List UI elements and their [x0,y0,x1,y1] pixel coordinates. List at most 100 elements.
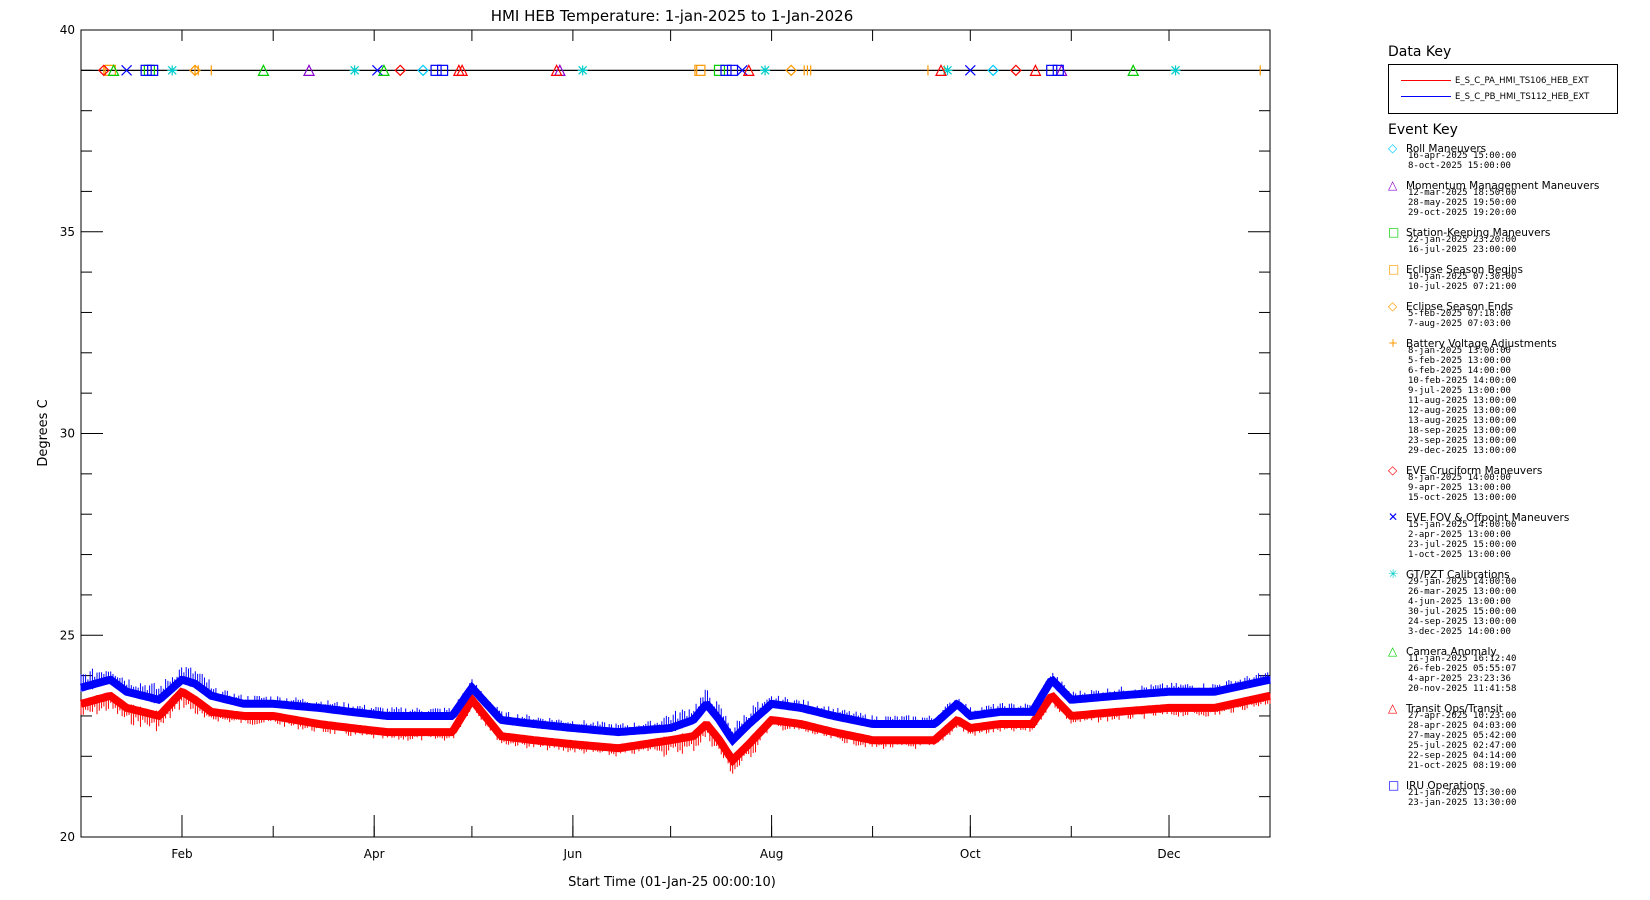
event-date: 20-nov-2025 11:41:58 [1408,684,1517,694]
event-key-label: IRU Operations [1406,780,1486,792]
event-marker-triangle [303,64,315,76]
event-date: 29-oct-2025 19:20:00 [1408,208,1517,218]
event-key-heading: □ Eclipse Season Begins [1388,263,1643,276]
event-key-label: Battery Voltage Adjustments [1406,338,1557,350]
event-key-label: Eclipse Season Ends [1406,301,1514,313]
temperature-chart: HMI HEB Temperature: 1-jan-2025 to 1-Jan… [36,7,1271,890]
series-layer [79,667,1271,774]
x-tick-labels: Feb Apr Jun Aug Oct Dec [171,847,1180,861]
event-date: 15-oct-2025 13:00:00 [1408,493,1517,503]
event-marker-asterisk [760,65,771,76]
y-tick-label: 35 [60,225,75,239]
event-date: 18-sep-2025 13:00:00 [1408,426,1517,436]
x-axis-label: Start Time (01-Jan-25 00:00:10) [568,875,776,890]
event-date: 8-jan-2025 14:00:00 [1408,473,1511,483]
y-tick-label: 25 [60,628,75,642]
event-marker-square [430,64,442,76]
event-key-heading: + Battery Voltage Adjustments [1388,336,1643,350]
event-marker-diamond [1010,64,1022,77]
event-date: 4-apr-2025 23:23:36 [1408,674,1511,684]
key-panel: Data Key E_S_C_PA_HMI_TS106_HEB_EXT E_S_… [1388,44,1643,816]
event-date: 27-apr-2025 10:23:00 [1408,711,1517,721]
event-marker-triangle [257,64,270,76]
y-axis-label: Degrees C [36,399,51,466]
event-key-heading: ✕ EVE FOV & Offpoint Maneuvers [1388,511,1643,524]
event-key-heading: ◇ Eclipse Season Ends [1388,300,1643,313]
y-tick-label: 30 [60,427,75,441]
event-key-item: △ Momentum Management Maneuvers 12-mar-202… [1388,179,1643,218]
event-date: 28-apr-2025 04:03:00 [1408,721,1517,731]
event-date: 23-jul-2025 15:00:00 [1408,540,1517,550]
event-date: 26-feb-2025 05:55:07 [1408,664,1517,674]
event-date-list: 29-jan-2025 14:00:00 26-mar-2025 13:00:00… [1388,577,1643,637]
event-key-item: □ Station-Keeping Maneuvers 22-jan-2025 23… [1388,226,1643,255]
event-date: 3-dec-2025 14:00:00 [1408,627,1511,637]
legend-line-red [1401,80,1451,81]
event-date-list: 21-jan-2025 13:30:00 23-jan-2025 13:30:00 [1388,788,1643,808]
event-date: 16-jul-2025 23:00:00 [1408,245,1517,255]
event-date: 10-jul-2025 07:21:00 [1408,282,1517,292]
event-key-title: Event Key [1388,122,1458,138]
event-date: 23-jan-2025 13:30:00 [1408,798,1517,808]
event-key-heading: ◇ Roll Maneuvers [1388,142,1643,155]
event-key-heading: □ IRU Operations [1388,778,1643,792]
event-date: 10-jan-2025 07:30:00 [1408,272,1517,282]
event-date: 10-feb-2025 14:00:00 [1408,376,1517,386]
event-marker-square [1052,64,1064,76]
event-date-list: 8-jan-2025 13:00:00 5-feb-2025 13:00:00 6-… [1388,346,1643,456]
event-symbol-icon: + [1388,336,1399,350]
series-2 [79,667,1271,747]
data-key-title: Data Key [1388,44,1452,60]
event-date-list: 12-mar-2025 18:50:00 28-may-2025 19:50:00… [1388,188,1643,218]
event-symbol-icon: □ [1388,778,1400,792]
event-marker-square [140,64,152,76]
event-date: 16-apr-2025 15:00:00 [1408,151,1517,161]
event-key-list: ◇ Roll Maneuvers 16-apr-2025 15:00:00 8-oct… [1388,142,1643,808]
event-date: 26-mar-2025 13:00:00 [1408,587,1517,597]
data-key-entry-1-label: E_S_C_PA_HMI_TS106_HEB_EXT [1455,76,1589,86]
event-key-heading: ✳ GT/PZT Calibrations [1388,567,1643,581]
event-key-label: EVE FOV & Offpoint Maneuvers [1406,512,1570,524]
event-key-item: ✕ EVE FOV & Offpoint Maneuvers 15-jan-2025… [1388,511,1643,560]
event-marker-diamond [785,64,797,77]
event-marker-diamond [97,64,110,77]
event-key-label: GT/PZT Calibrations [1406,569,1510,581]
event-date: 8-jan-2025 13:00:00 [1408,346,1511,356]
event-symbol-icon: △ [1388,178,1398,192]
y-tick-label: 40 [60,23,75,37]
event-marker-asterisk [577,65,588,76]
event-marker-triangle [456,64,469,76]
event-date: 30-jul-2025 15:00:00 [1408,607,1517,617]
event-date: 6-feb-2025 14:00:00 [1408,366,1511,376]
event-date: 7-aug-2025 07:03:00 [1408,319,1511,329]
event-date: 9-jul-2025 13:00:00 [1408,386,1511,396]
event-date-list: 5-feb-2025 07:18:00 7-aug-2025 07:03:00 [1388,309,1643,329]
event-symbol-icon: ✳ [1388,567,1399,581]
event-marker-triangle [742,64,755,76]
event-key-label: Transit Ops/Transit [1406,703,1503,715]
series-1 [79,687,1271,774]
event-date: 4-jun-2025 13:00:00 [1408,597,1511,607]
x-tick-label: Aug [760,847,783,861]
event-date: 8-oct-2025 15:00:00 [1408,161,1511,171]
event-key-heading: □ Station-Keeping Maneuvers [1388,226,1643,239]
event-marker-asterisk [349,65,360,76]
x-tick-label: Feb [171,847,192,861]
event-marker-x [121,64,133,76]
event-marker-diamond [394,64,407,77]
event-date: 22-jan-2025 23:20:00 [1408,235,1517,245]
event-marker-x [372,64,383,76]
event-key-item: △ Camera Anomaly 11-jan-2025 16:12:40 26-fe… [1388,645,1643,694]
event-key-item: ◇ Roll Maneuvers 16-apr-2025 15:00:00 8-oct… [1388,142,1643,171]
event-date: 15-jan-2025 14:00:00 [1408,520,1517,530]
event-marker-diamond [987,64,999,77]
y-tick-labels: 20 25 30 35 40 [60,23,75,844]
event-key-label: Momentum Management Maneuvers [1406,180,1600,192]
event-marker-x [964,64,976,76]
event-date-list: 10-jan-2025 07:30:00 10-jul-2025 07:21:00 [1388,272,1643,292]
event-marker-asterisk [1170,65,1181,76]
event-date: 2-apr-2025 13:00:00 [1408,530,1511,540]
x-tick-label: Apr [364,847,385,861]
event-key-label: Roll Maneuvers [1406,143,1487,155]
legend-line-blue [1401,96,1451,97]
